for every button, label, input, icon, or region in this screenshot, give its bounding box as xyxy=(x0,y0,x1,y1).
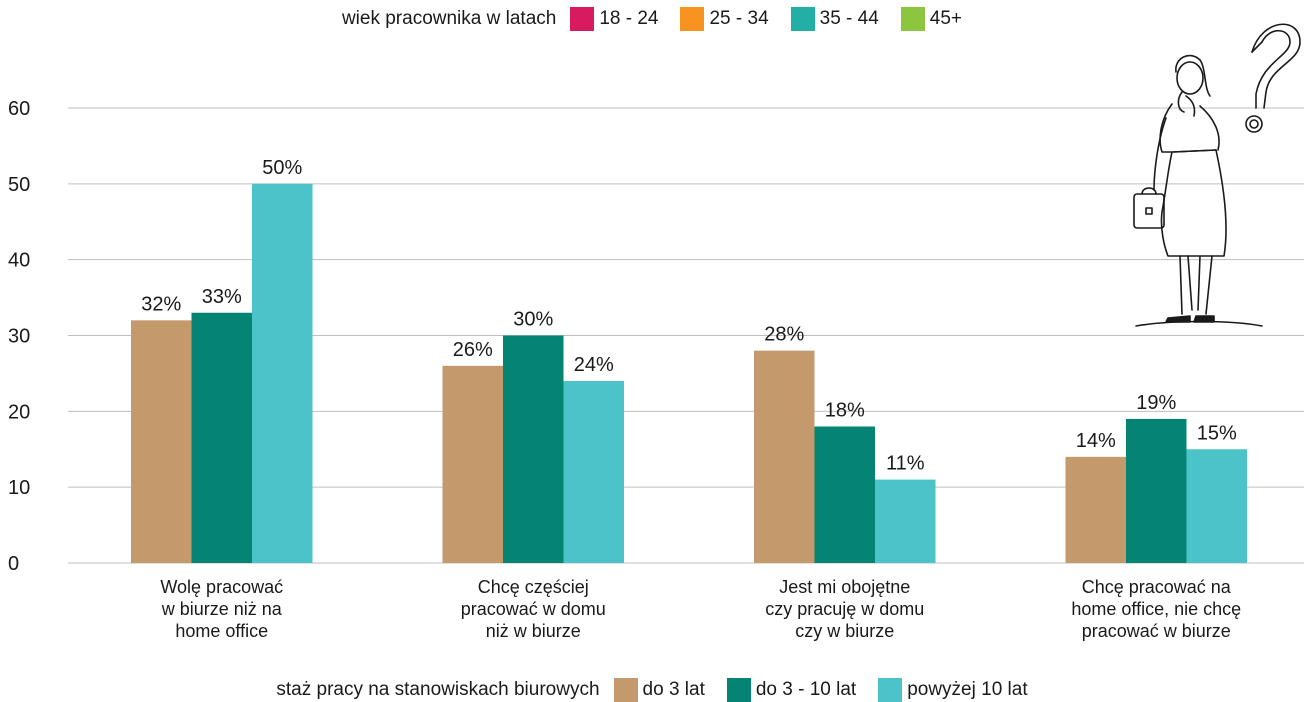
bar xyxy=(754,350,815,563)
y-tick-label: 60 xyxy=(8,98,30,120)
legend-tenure-item: do 3 lat xyxy=(613,678,705,702)
category-label: Jest mi obojętne xyxy=(779,577,910,597)
data-label: 32% xyxy=(141,293,181,315)
data-label: 30% xyxy=(513,309,553,331)
legend-tenure-label: do 3 - 10 lat xyxy=(755,679,857,700)
category-label: niż w biurze xyxy=(486,621,581,641)
legend-swatch xyxy=(900,7,925,31)
legend-age-item: 18 - 24 xyxy=(570,7,658,31)
legend-tenure-label: do 3 lat xyxy=(642,679,705,700)
data-labels: 32% 33% 50% 26% 30% 24% 28% 18% 11% 14% 19% 15% xyxy=(141,157,1237,475)
legend-age-label: 35 - 44 xyxy=(819,8,879,29)
bar xyxy=(1065,456,1126,563)
legend-age-item: 35 - 44 xyxy=(790,7,879,31)
legend-swatch xyxy=(570,7,595,31)
data-label: 15% xyxy=(1197,422,1237,444)
category-label: Chcę częściej xyxy=(478,577,589,597)
bar xyxy=(252,183,313,564)
legend-age-item: 25 - 34 xyxy=(680,7,769,31)
y-tick-label: 10 xyxy=(8,477,30,499)
data-label: 14% xyxy=(1076,430,1116,452)
legend-age-label: 18 - 24 xyxy=(599,8,659,29)
legend-tenure-label: powyżej 10 lat xyxy=(907,679,1028,700)
legend-swatch xyxy=(790,7,815,31)
data-label: 18% xyxy=(825,400,865,422)
bar xyxy=(442,365,503,563)
legend-tenure: staż pracy na stanowiskach biurowych do … xyxy=(0,678,1304,702)
legend-swatch xyxy=(613,678,638,702)
category-label: czy w biurze xyxy=(795,621,894,641)
legend-age: wiek pracownika w latach 18 - 24 25 - 34… xyxy=(0,7,1304,31)
legend-age-item: 45+ xyxy=(900,7,963,31)
data-label: 24% xyxy=(574,354,614,376)
legend-age-title: wiek pracownika w latach xyxy=(341,8,557,29)
legend-swatch xyxy=(878,678,903,702)
category-label: Wolę pracować xyxy=(160,577,283,597)
category-label: Chcę pracować na xyxy=(1082,577,1232,597)
bar xyxy=(503,335,564,563)
y-tick-label: 50 xyxy=(8,174,30,196)
y-tick-label: 30 xyxy=(8,326,30,348)
y-axis-ticks: 0 10 20 30 40 50 60 xyxy=(8,98,30,575)
data-label: 33% xyxy=(202,286,242,308)
bar xyxy=(191,312,252,563)
bar xyxy=(814,426,875,563)
bar xyxy=(131,320,192,563)
legend-tenure-item: powyżej 10 lat xyxy=(878,678,1028,702)
bars xyxy=(131,183,1247,564)
data-label: 50% xyxy=(262,157,302,179)
legend-swatch xyxy=(680,7,705,31)
category-label: pracować w domu xyxy=(461,599,606,619)
category-label: home office, nie chcę xyxy=(1071,599,1241,619)
legend-age-label: 45+ xyxy=(929,8,963,29)
category-label: w biurze niż na xyxy=(161,599,283,619)
bar xyxy=(875,479,936,563)
y-tick-label: 0 xyxy=(8,553,19,575)
category-label: pracować w biurze xyxy=(1082,621,1231,641)
legend-age-label: 25 - 34 xyxy=(709,8,769,29)
woman-with-question-mark-icon xyxy=(1133,23,1301,327)
category-label: home office xyxy=(175,621,268,641)
y-tick-label: 20 xyxy=(8,401,30,423)
data-label: 26% xyxy=(453,339,493,361)
y-tick-label: 40 xyxy=(8,250,30,272)
data-label: 28% xyxy=(764,324,804,346)
data-label: 19% xyxy=(1136,392,1176,414)
data-label: 11% xyxy=(886,453,925,475)
bar xyxy=(1186,449,1247,563)
bar xyxy=(1126,418,1187,563)
category-label: czy pracuję w domu xyxy=(765,599,924,619)
legend-swatch xyxy=(726,678,751,702)
bar xyxy=(563,381,624,563)
legend-tenure-item: do 3 - 10 lat xyxy=(726,678,857,702)
legend-tenure-title: staż pracy na stanowiskach biurowych xyxy=(276,679,600,700)
